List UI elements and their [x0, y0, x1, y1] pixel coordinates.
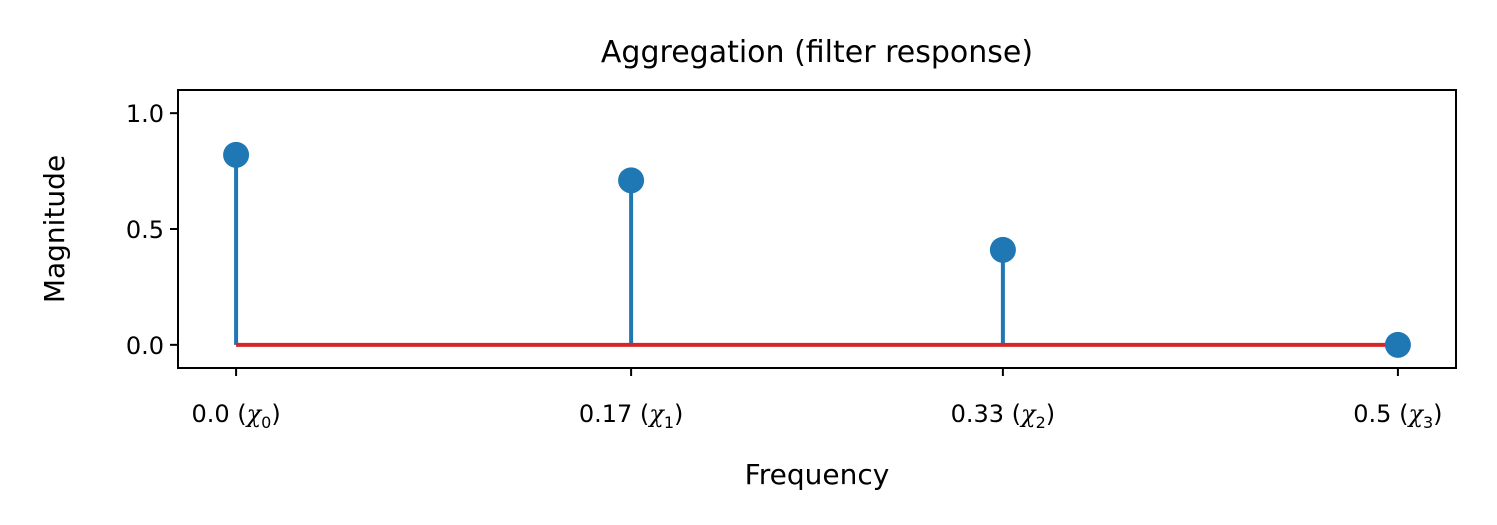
chart-title: Aggregation (filter response)	[601, 35, 1033, 70]
x-axis-label: Frequency	[745, 458, 890, 491]
x-tick-value: 0.17 (	[579, 400, 649, 428]
x-tick-close: )	[1046, 400, 1055, 428]
chi-subscript: 1	[664, 413, 674, 432]
plot-frame	[177, 89, 1457, 369]
chi-symbol: χ	[245, 400, 263, 428]
x-tick-close: )	[1433, 400, 1442, 428]
chi-subscript: 2	[1036, 413, 1046, 432]
y-tick-label: 1.0	[126, 100, 164, 128]
x-tick-close: )	[271, 400, 280, 428]
stem-marker	[989, 236, 1016, 263]
chi-subscript: 3	[1423, 413, 1433, 432]
chi-subscript: 0	[261, 413, 271, 432]
chi-symbol: χ	[1406, 400, 1424, 428]
stem-marker	[1384, 331, 1411, 358]
x-tick-value: 0.5 (	[1353, 400, 1408, 428]
x-tick-value: 0.33 (	[951, 400, 1021, 428]
chi-symbol: χ	[647, 400, 665, 428]
y-tick-label: 0.0	[126, 332, 164, 360]
x-tick-label: 0.33 (χ2)	[951, 400, 1056, 432]
plot-area: 0.00.51.00.0 (χ0) 0.17 (χ1) 0.33 (χ2) 0.5 (…	[126, 89, 1457, 432]
stem-marker	[618, 167, 645, 194]
x-tick-value: 0.0 (	[191, 400, 246, 428]
x-tick-label: 0.17 (χ1)	[579, 400, 684, 432]
chi-symbol: χ	[1019, 400, 1037, 428]
x-tick-label: 0.0 (χ0)	[191, 400, 280, 432]
stem-marker	[223, 141, 250, 168]
y-tick-label: 0.5	[126, 216, 164, 244]
y-axis-label: Magnitude	[38, 155, 71, 303]
x-tick-label: 0.5 (χ3)	[1353, 400, 1442, 432]
x-tick-close: )	[674, 400, 683, 428]
